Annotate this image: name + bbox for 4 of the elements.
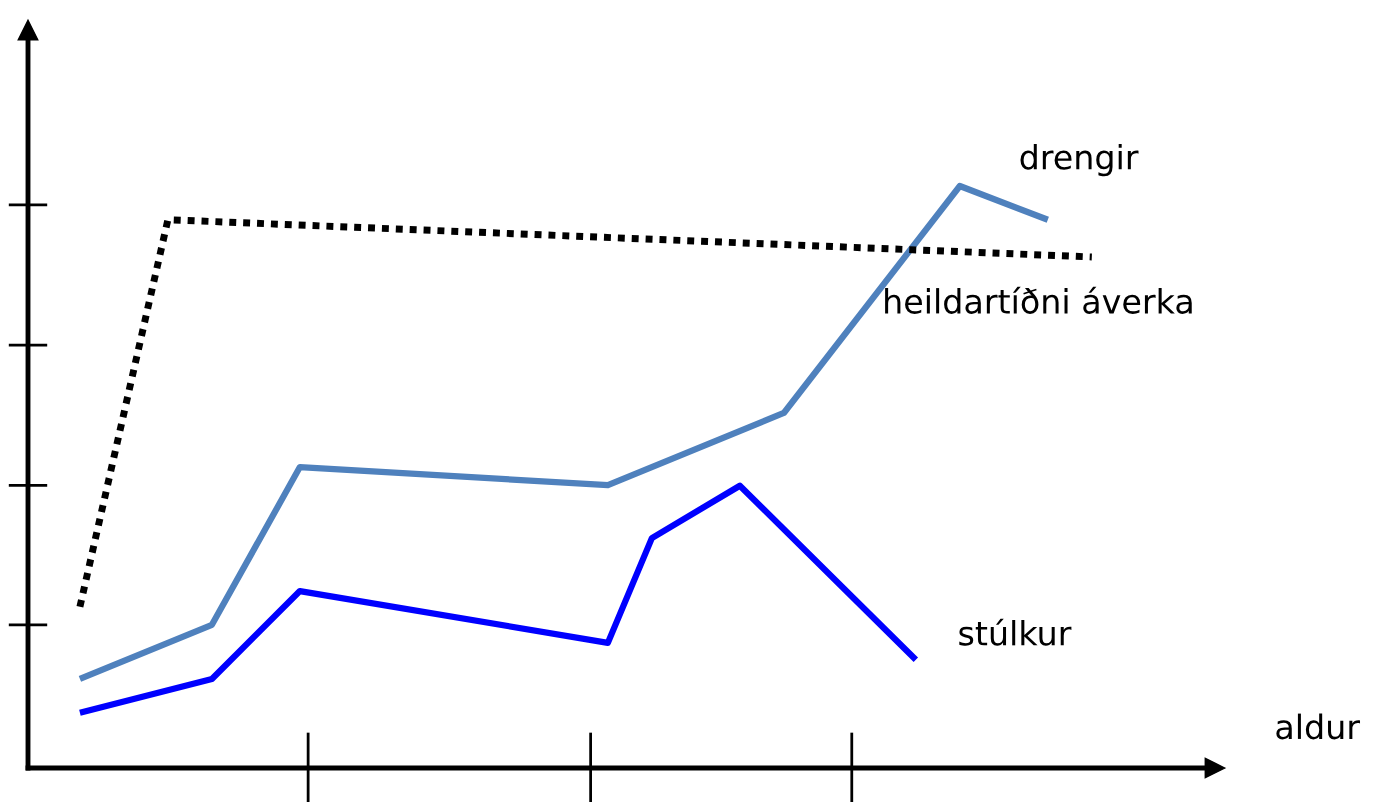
series-label: stúlkur <box>959 618 1072 646</box>
series-label: heildartíðni áverka <box>885 286 1192 314</box>
series-label: drengir <box>1020 143 1139 177</box>
x-axis-title: aldur <box>1276 713 1361 740</box>
